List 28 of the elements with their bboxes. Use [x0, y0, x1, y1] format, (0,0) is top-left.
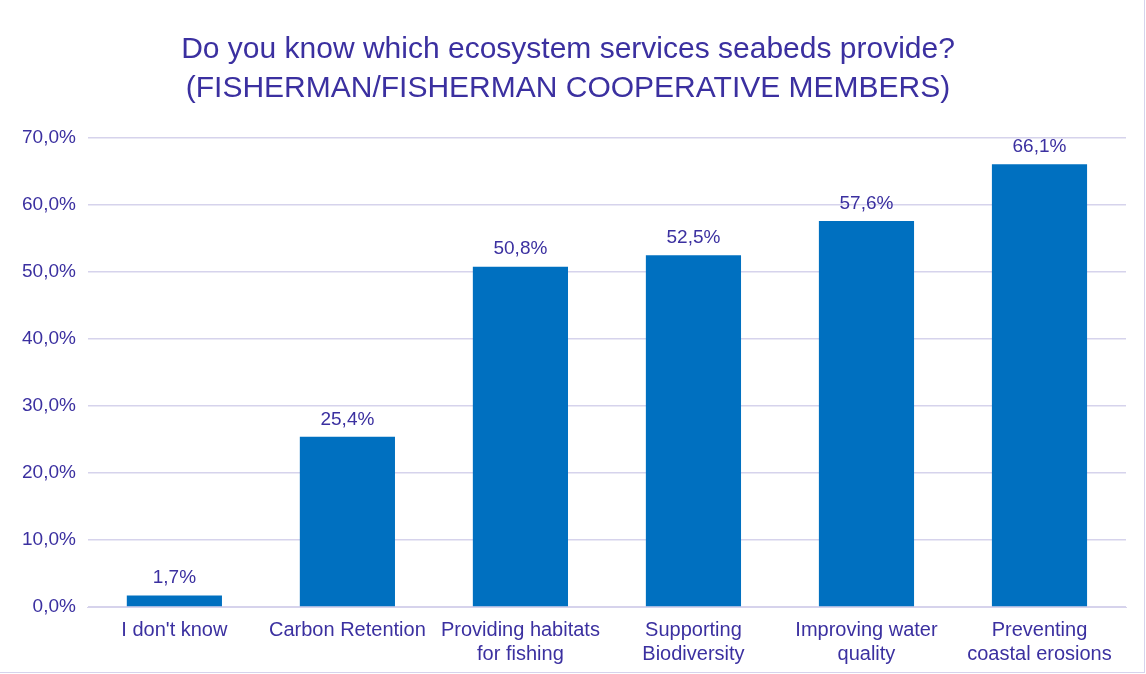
x-tick-label: Supporting Biodiversity	[642, 617, 745, 664]
chart-title: Do you know which ecosystem services seabeds provide?	[181, 30, 955, 64]
data-label: 50,8%	[493, 237, 548, 259]
bar	[299, 436, 395, 607]
data-label: 66,1%	[1012, 134, 1067, 156]
data-label: 52,5%	[666, 225, 721, 247]
y-tick-label: 40,0%	[22, 327, 76, 349]
bar	[645, 255, 742, 607]
data-label: 25,4%	[320, 407, 375, 429]
y-tick-label: 30,0%	[22, 394, 76, 416]
y-tick-label: 10,0%	[22, 528, 76, 550]
y-tick-label: 20,0%	[22, 461, 76, 483]
bar	[126, 595, 222, 607]
y-tick-label: 50,0%	[22, 260, 76, 282]
chart-subtitle: (FISHERMAN/FISHERMAN COOPERATIVE MEMBERS)	[185, 69, 951, 103]
x-tick-label: Carbon Retention	[269, 617, 426, 640]
x-tick-label: Providing habitats for fishing	[440, 617, 600, 664]
y-tick-label: 60,0%	[22, 193, 76, 215]
x-tick-label: I don't know	[121, 617, 228, 640]
bar	[472, 266, 569, 607]
bar	[991, 164, 1088, 607]
y-tick-label: 0,0%	[32, 595, 76, 617]
x-tick-label: Improving water quality	[795, 617, 938, 664]
y-tick-label: 70,0%	[22, 126, 76, 148]
data-label: 57,6%	[839, 191, 894, 213]
bar	[818, 221, 915, 607]
x-tick-label: Preventing coastal erosions	[967, 617, 1112, 664]
data-label: 1,7%	[152, 566, 197, 588]
